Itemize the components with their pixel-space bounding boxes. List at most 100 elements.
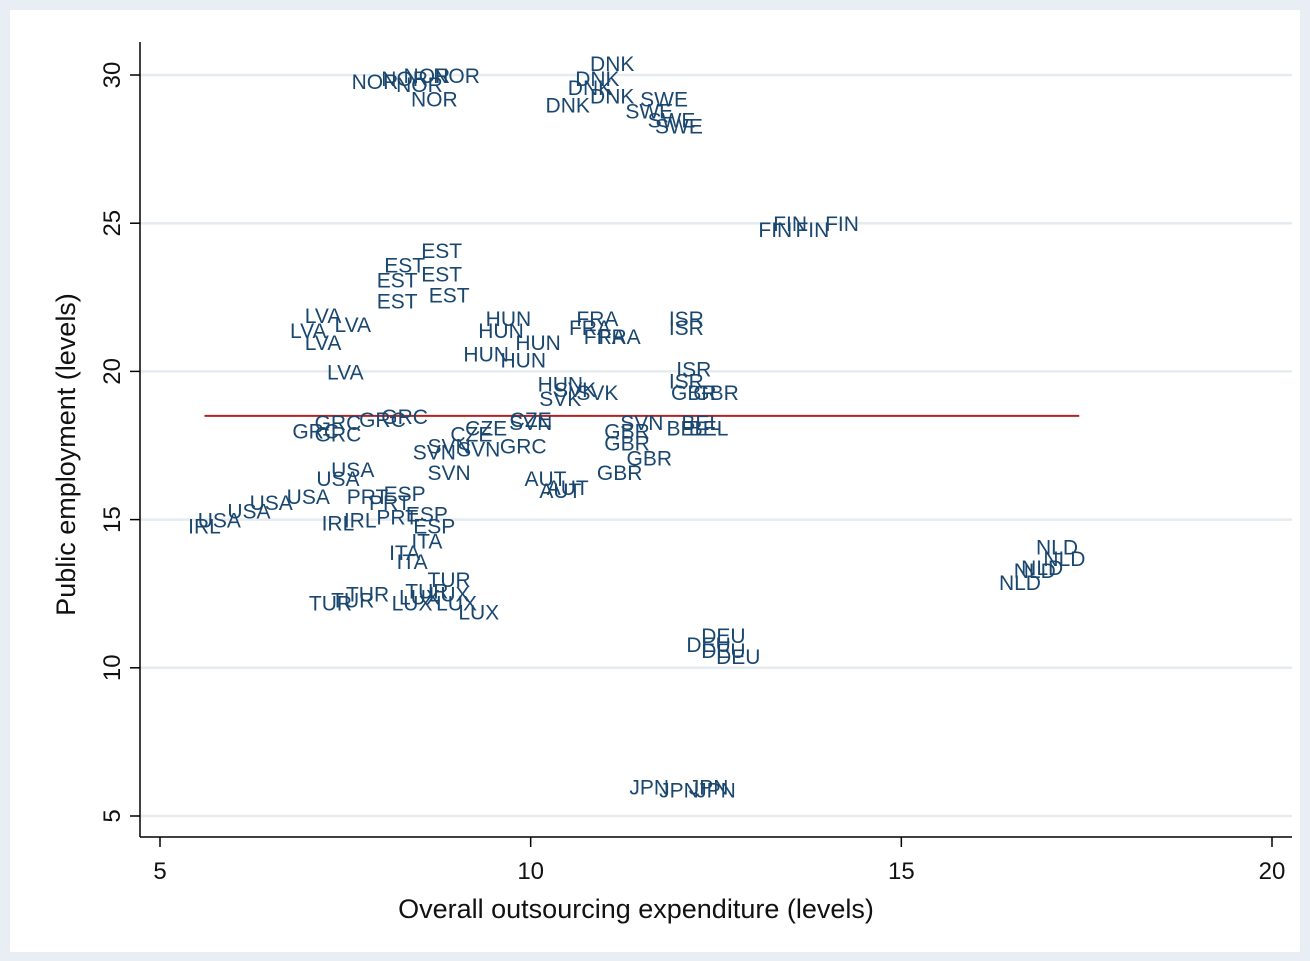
x-tick-label: 5 xyxy=(153,858,166,885)
data-point-label: FIN xyxy=(825,213,859,236)
data-point-label: IRL xyxy=(322,513,355,536)
data-point-label: EST xyxy=(377,290,418,313)
data-point-label: DNK xyxy=(575,68,619,91)
data-point-label: DEU xyxy=(686,634,730,657)
data-point-label: FRA xyxy=(569,317,611,340)
data-point-label: TUR xyxy=(331,590,374,613)
gridlines xyxy=(140,73,1292,818)
data-point-label: SVN xyxy=(457,438,500,461)
data-point-label: ITA xyxy=(411,530,442,553)
x-axis-ticks: 5 10 15 20 xyxy=(153,837,1285,885)
data-point-label: ESP xyxy=(384,483,426,506)
data-point-label: FRA xyxy=(576,308,618,331)
data-point-label: DNK xyxy=(590,86,634,109)
x-axis-title: Overall outsourcing expenditure (levels) xyxy=(398,894,874,924)
data-point-label: SVN xyxy=(413,441,456,464)
data-point-label: BEL xyxy=(681,412,721,435)
data-point-label: FIN xyxy=(773,213,807,236)
data-point-label: ITA xyxy=(396,551,427,574)
data-point-label: GRC xyxy=(359,409,406,432)
data-point-label: LVA xyxy=(305,305,342,328)
data-point-label: CZE xyxy=(510,409,552,432)
data-point-label: FIN xyxy=(795,219,829,242)
data-point-label: HUN xyxy=(501,350,547,373)
data-point-label: ESP xyxy=(413,516,455,539)
y-tick-label: 15 xyxy=(99,506,126,533)
data-point-label: SWE xyxy=(655,115,703,138)
data-point-label: NOR xyxy=(352,71,399,94)
data-point-label: HUN xyxy=(478,320,524,343)
data-point-label: GBR xyxy=(671,382,717,405)
data-point-label: LUX xyxy=(399,587,440,610)
data-point-label: NOR xyxy=(433,65,480,88)
data-point-label: DNK xyxy=(568,77,612,100)
data-point-label: SVN xyxy=(620,412,663,435)
data-point-label: FRA xyxy=(599,326,641,349)
data-point-label: LUX xyxy=(392,593,433,616)
data-point-label: GBR xyxy=(627,447,673,470)
data-point-label: USA xyxy=(316,468,359,491)
data-point-label: PRT xyxy=(347,486,389,509)
x-tick-label: 10 xyxy=(517,858,544,885)
data-point-label: HUN xyxy=(463,344,509,367)
data-point-label: HUN xyxy=(515,332,561,355)
data-point-label: ITA xyxy=(389,542,420,565)
data-point-label: LVA xyxy=(290,320,327,343)
data-point-label: SVN xyxy=(509,412,552,435)
data-point-label: USA xyxy=(331,459,374,482)
data-point-label: NLD xyxy=(999,572,1041,595)
data-point-label: NLD xyxy=(1036,536,1078,559)
data-point-label: DEU xyxy=(716,646,760,669)
data-point-label: NOR xyxy=(411,89,458,112)
data-point-label: HUN xyxy=(486,308,532,331)
data-point-label: ISR xyxy=(669,370,704,393)
data-point-label: TUR xyxy=(428,569,471,592)
data-point-label: TUR xyxy=(346,584,389,607)
data-point-label: NLD xyxy=(1043,548,1085,571)
data-point-label: ISR xyxy=(669,317,704,340)
y-tick-label: 25 xyxy=(99,210,126,237)
data-point-label: NOR xyxy=(381,68,428,91)
data-point-label: LVA xyxy=(334,314,371,337)
data-point-label: JPN xyxy=(629,776,669,799)
data-point-label: GBR xyxy=(693,382,739,405)
data-point-label: AUT xyxy=(524,468,566,491)
data-point-label: DNK xyxy=(546,95,590,118)
data-point-label: USA xyxy=(227,501,270,524)
y-tick-label: 5 xyxy=(99,809,126,822)
data-point-label: NOR xyxy=(396,74,443,97)
y-axis-title: Public employment (levels) xyxy=(51,293,81,616)
data-point-label: BEL xyxy=(666,418,706,441)
x-tick-label: 15 xyxy=(888,858,915,885)
data-point-label: DNK xyxy=(590,53,634,76)
data-point-label: USA xyxy=(250,492,293,515)
data-point-label: LUX xyxy=(458,601,499,624)
data-point-label: GRC xyxy=(315,424,362,447)
data-point-label: SVK xyxy=(554,379,596,402)
data-point-label: GBR xyxy=(604,421,650,444)
data-point-label: TUR xyxy=(405,581,448,604)
data-point-label: CZE xyxy=(450,424,492,447)
data-point-label: FRA xyxy=(584,326,626,349)
data-point-label: EST xyxy=(421,240,462,263)
data-point-label: FIN xyxy=(758,219,792,242)
data-point-label: USA xyxy=(198,510,241,533)
data-point-label: SWE xyxy=(648,109,696,132)
data-point-label: IRL xyxy=(188,516,221,539)
y-axis-ticks: 5 10 15 20 25 30 xyxy=(99,62,140,823)
y-tick-label: 10 xyxy=(99,654,126,681)
data-point-label: EST xyxy=(377,270,418,293)
data-point-label: GBR xyxy=(597,462,643,485)
data-point-label: GRC xyxy=(500,436,547,459)
data-point-label: DEU xyxy=(701,625,745,648)
data-point-label: SVN xyxy=(428,462,471,485)
data-point-label: EST xyxy=(421,264,462,287)
data-point-label: EST xyxy=(384,255,425,278)
data-point-label: IRL xyxy=(344,510,377,533)
data-point-label: TUR xyxy=(309,593,352,616)
x-tick-label: 20 xyxy=(1259,858,1286,885)
data-point-label: BEL xyxy=(689,418,729,441)
data-point-label: GRC xyxy=(292,421,339,444)
